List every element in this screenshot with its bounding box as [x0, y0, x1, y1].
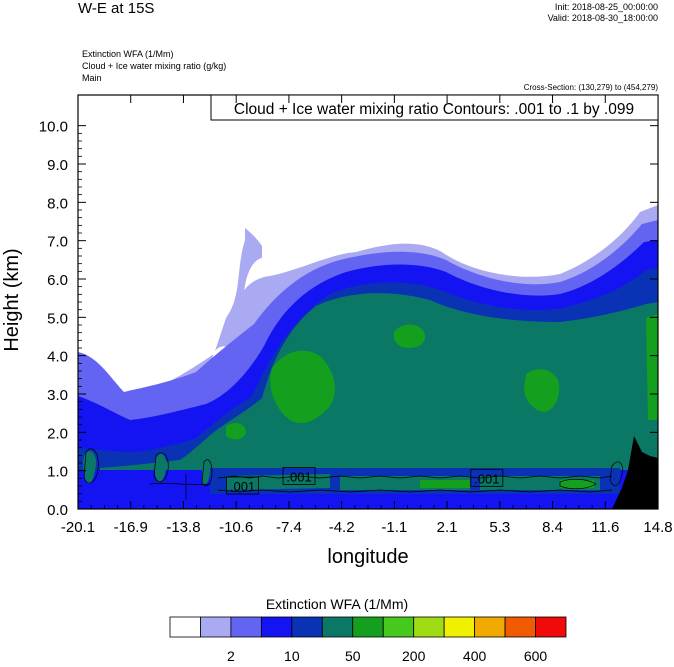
contour-label-box — [470, 468, 504, 487]
y-tick-label: 3.0 — [47, 387, 68, 404]
y-tick-label: 9.0 — [47, 157, 68, 174]
x-tick-label: 8.4 — [542, 519, 563, 536]
x-axis: -20.1 -16.9 -13.8 -10.6 -7.4 -4.2 -1.1 2.1 5.3 8.… — [61, 95, 673, 536]
field-extinction: Extinction WFA (1/Mm) — [82, 49, 174, 59]
page-title: W-E at 15S — [78, 0, 155, 17]
colorbar-swatch — [535, 616, 567, 638]
contour-label: .001 — [474, 471, 499, 486]
y-tick-label: 7.0 — [47, 234, 68, 251]
x-tick-label: -13.8 — [166, 519, 200, 536]
level-green-1 — [270, 350, 335, 424]
colorbar-swatch — [200, 616, 232, 638]
contour-label-box — [282, 467, 316, 485]
level-green-3 — [524, 369, 560, 412]
cell-west-1 — [83, 451, 96, 484]
colorbar-label: 400 — [463, 648, 487, 664]
y-tick-label: 4.0 — [47, 349, 68, 366]
contour-legend-text: Cloud + Ice water mixing ratio Contours:… — [234, 101, 634, 118]
contour-label-box — [226, 476, 259, 495]
contour-label: .001 — [230, 479, 255, 494]
cell-west-2 — [154, 453, 166, 483]
contour-lines — [83, 448, 623, 500]
x-tick-label: -16.9 — [114, 519, 148, 536]
colorbar: 2 10 50 200 400 600 — [169, 616, 567, 664]
level-green-2 — [393, 324, 426, 348]
colorbar-label: 10 — [284, 648, 300, 664]
extinction-field — [78, 95, 658, 509]
contour-low-2 — [559, 478, 597, 490]
x-tick-label: -10.6 — [219, 519, 253, 536]
x-axis-label: longitude — [327, 546, 408, 568]
x-tick-label: -20.1 — [61, 519, 95, 536]
contour-label: .001 — [286, 469, 311, 484]
contour-line-1 — [217, 475, 613, 479]
colorbar-title: Extinction WFA (1/Mm) — [265, 596, 409, 612]
x-tick-label: 14.8 — [643, 519, 672, 536]
x-tick-label: 11.6 — [591, 519, 619, 536]
x-tick-label: -1.1 — [381, 519, 407, 536]
terrain — [612, 436, 658, 509]
level-green-5 — [646, 314, 658, 420]
y-tick-label: 2.0 — [47, 425, 68, 442]
x-tick-label: 2.1 — [437, 519, 458, 536]
level-teal — [100, 293, 658, 500]
y-tick-label: 8.0 — [47, 195, 68, 212]
contour-cell-4 — [201, 459, 213, 486]
valid-time: Valid: 2018-08-30_18:00:00 — [547, 13, 658, 23]
contour-cell-5 — [609, 461, 623, 487]
colorbar-swatch — [443, 616, 476, 638]
colorbar-label: 2 — [227, 648, 235, 664]
y-tick-label: 5.0 — [47, 310, 68, 327]
colorbar-swatch — [474, 616, 506, 638]
contour-low-1 — [149, 483, 211, 485]
x-tick-label: -7.4 — [276, 519, 302, 536]
init-time: Init: 2018-08-25_00:00:00 — [554, 2, 658, 12]
contour-line-2 — [217, 489, 613, 493]
surface-streak-green — [420, 480, 470, 488]
level-green-4 — [226, 423, 246, 440]
x-tick-label: 5.3 — [489, 519, 510, 536]
colorbar-swatch — [260, 616, 293, 638]
contour-cell-1 — [83, 448, 99, 484]
colorbar-swatch — [504, 616, 536, 638]
colorbar-label: 200 — [402, 648, 426, 664]
colorbar-swatch — [382, 616, 415, 638]
y-tick-label: 1.0 — [47, 464, 68, 481]
contour-cell-2 — [153, 452, 169, 483]
cell-west-3 — [202, 461, 210, 486]
field-cloud-ice: Cloud + Ice water mixing ratio (g/kg) — [82, 61, 227, 71]
contour-legend-box — [210, 94, 659, 121]
colorbar-swatch — [321, 616, 354, 638]
y-tick-label: 0.0 — [47, 502, 68, 519]
cross-section-info: Cross-Section: (130,279) to (454,279) — [523, 83, 658, 92]
clear-air — [78, 95, 245, 398]
colorbar-swatch — [413, 616, 445, 638]
y-tick-label: 6.0 — [47, 272, 68, 289]
colorbar-swatch — [169, 616, 201, 638]
surface-streak-green-2 — [560, 480, 594, 488]
colorbar-swatch — [352, 616, 384, 638]
colorbar-swatch — [230, 616, 262, 638]
colorbar-label: 50 — [345, 648, 361, 664]
colorbar-label: 600 — [524, 648, 548, 664]
y-tick-label: 10.0 — [39, 119, 68, 136]
contour-legend: Cloud + Ice water mixing ratio Contours:… — [210, 94, 659, 121]
y-axis-label: Height (km) — [1, 248, 23, 351]
contour-labels: .001 .001 .001 — [226, 467, 504, 495]
x-tick-label: -4.2 — [329, 519, 355, 536]
field-main: Main — [82, 73, 102, 83]
colorbar-swatch — [291, 616, 323, 638]
y-axis: 0.0 1.0 2.0 3.0 4.0 5.0 6.0 7.0 8.0 9.0 10.0 — [39, 119, 658, 519]
